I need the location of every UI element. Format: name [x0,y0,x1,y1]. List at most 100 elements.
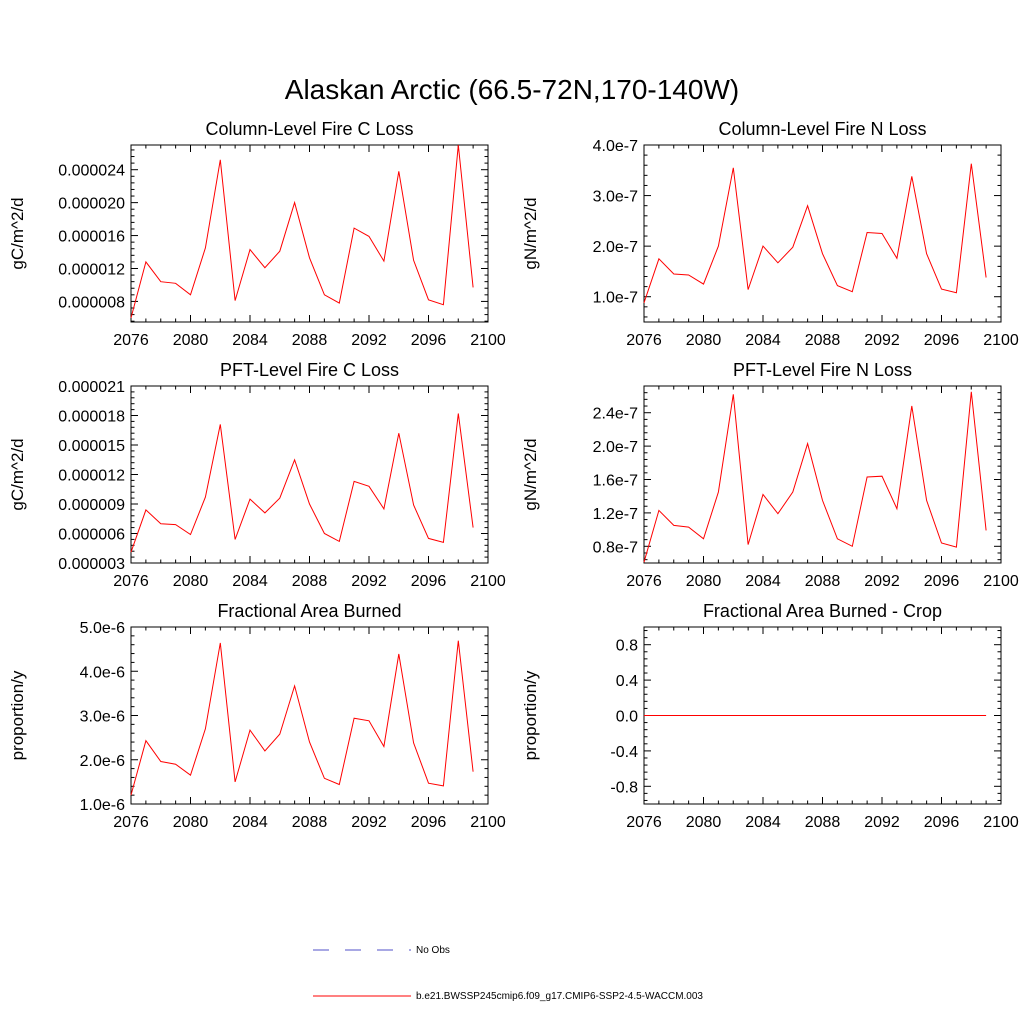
x-tick-label: 2084 [232,573,268,590]
legend-label-no-obs: No Obs [416,945,450,956]
y-tick-label: 0.000009 [58,497,125,514]
x-tick-label: 2080 [173,332,209,349]
panel-title: Fractional Area Burned [217,601,401,621]
x-tick-label: 2080 [686,573,722,590]
chart-panel: Column-Level Fire C Loss gC/m^2/d 2076 2080… [8,119,506,349]
y-tick-label: 3.0e-7 [593,189,638,206]
y-axis-label: gC/m^2/d [8,197,27,269]
x-tick-label: 2084 [232,332,268,349]
y-tick-label: 2.0e-7 [593,239,638,256]
y-tick-label: 0.000008 [58,294,125,311]
y-tick-label: 0.8 [616,638,638,655]
x-tick-label: 2084 [745,332,781,349]
y-tick-label: 0.000012 [58,261,125,278]
x-tick-label: 2100 [983,814,1019,831]
chart-panel: PFT-Level Fire C Loss gC/m^2/d 2076 2080 208… [8,360,506,590]
series-line [643,391,987,563]
y-tick-label: 0.000018 [58,409,125,426]
x-tick-label: 2092 [864,814,900,831]
y-tick-label: 0.4 [616,673,638,690]
x-tick-label: 2092 [351,814,387,831]
chart-panel: Column-Level Fire N Loss gN/m^2/d 2076 2080… [521,119,1019,349]
y-tick-label: 0.000003 [58,556,125,573]
panel-title: PFT-Level Fire C Loss [220,360,399,380]
y-tick-label: 0.000015 [58,438,125,455]
x-tick-label: 2092 [351,332,387,349]
x-tick-label: 2088 [292,814,328,831]
x-tick-label: 2100 [470,814,506,831]
figure-title: Alaskan Arctic (66.5-72N,170-140W) [285,74,739,105]
x-tick-label: 2084 [745,573,781,590]
y-tick-label: 3.0e-6 [80,709,125,726]
y-tick-label: 2.0e-6 [80,753,125,770]
y-tick-label: 0.000020 [58,196,125,213]
x-tick-label: 2096 [411,573,447,590]
legend: No Obs b.e21.BWSSP245cmip6.f09_g17.CMIP6… [313,945,703,1002]
x-tick-label: 2076 [626,573,662,590]
y-tick-label: -0.8 [610,779,638,796]
y-tick-label: 0.000006 [58,527,125,544]
x-tick-label: 2100 [983,573,1019,590]
x-tick-label: 2084 [745,814,781,831]
x-tick-label: 2088 [805,573,841,590]
x-tick-label: 2088 [805,814,841,831]
y-tick-label: 0.000024 [58,163,125,180]
y-axis-label: proportion/y [8,670,27,760]
y-tick-label: 2.4e-7 [593,406,638,423]
y-axis-label: proportion/y [521,670,540,760]
x-tick-label: 2088 [805,332,841,349]
x-tick-label: 2080 [173,814,209,831]
x-tick-label: 2080 [686,814,722,831]
panel-title: Fractional Area Burned - Crop [703,601,942,621]
x-tick-label: 2096 [411,332,447,349]
y-tick-label: 5.0e-6 [80,620,125,637]
series-line [130,144,474,319]
series-line [130,640,474,796]
chart-panels: Column-Level Fire C Loss gC/m^2/d 2076 2080… [8,119,1019,831]
x-tick-label: 2096 [924,332,960,349]
legend-label-model-run: b.e21.BWSSP245cmip6.f09_g17.CMIP6-SSP2-4… [416,991,703,1002]
series-line [643,163,987,303]
y-axis-label: gN/m^2/d [521,197,540,269]
x-tick-label: 2088 [292,573,328,590]
x-tick-label: 2092 [351,573,387,590]
y-tick-label: 1.0e-7 [593,290,638,307]
y-tick-label: 1.0e-6 [80,797,125,814]
y-axis-label: gN/m^2/d [521,438,540,510]
y-tick-label: 0.000012 [58,468,125,485]
series-line [130,413,474,553]
x-tick-label: 2084 [232,814,268,831]
x-tick-label: 2080 [686,332,722,349]
y-axis-label: gC/m^2/d [8,438,27,510]
y-tick-label: 0.000021 [58,379,125,396]
y-tick-label: -0.4 [610,744,638,761]
x-tick-label: 2100 [470,573,506,590]
x-tick-label: 2080 [173,573,209,590]
x-tick-label: 2092 [864,332,900,349]
y-tick-label: 0.8e-7 [593,539,638,556]
x-tick-label: 2092 [864,573,900,590]
y-tick-label: 2.0e-7 [593,439,638,456]
x-tick-label: 2076 [113,332,149,349]
y-tick-label: 4.0e-7 [593,138,638,155]
x-tick-label: 2076 [113,814,149,831]
x-tick-label: 2088 [292,332,328,349]
x-tick-label: 2096 [411,814,447,831]
x-tick-label: 2100 [470,332,506,349]
panel-title: Column-Level Fire C Loss [205,119,413,139]
x-tick-label: 2096 [924,573,960,590]
panel-title: PFT-Level Fire N Loss [733,360,912,380]
y-tick-label: 0.0 [616,709,638,726]
chart-panel: Fractional Area Burned - Crop proportion/… [521,601,1019,831]
y-tick-label: 4.0e-6 [80,664,125,681]
x-tick-label: 2100 [983,332,1019,349]
panel-title: Column-Level Fire N Loss [718,119,926,139]
chart-panel: PFT-Level Fire N Loss gN/m^2/d 2076 2080 208… [521,360,1019,590]
chart-panel: Fractional Area Burned proportion/y 2076 20… [8,601,506,831]
y-tick-label: 0.000016 [58,229,125,246]
x-tick-label: 2076 [626,814,662,831]
y-tick-label: 1.6e-7 [593,473,638,490]
x-tick-label: 2076 [626,332,662,349]
